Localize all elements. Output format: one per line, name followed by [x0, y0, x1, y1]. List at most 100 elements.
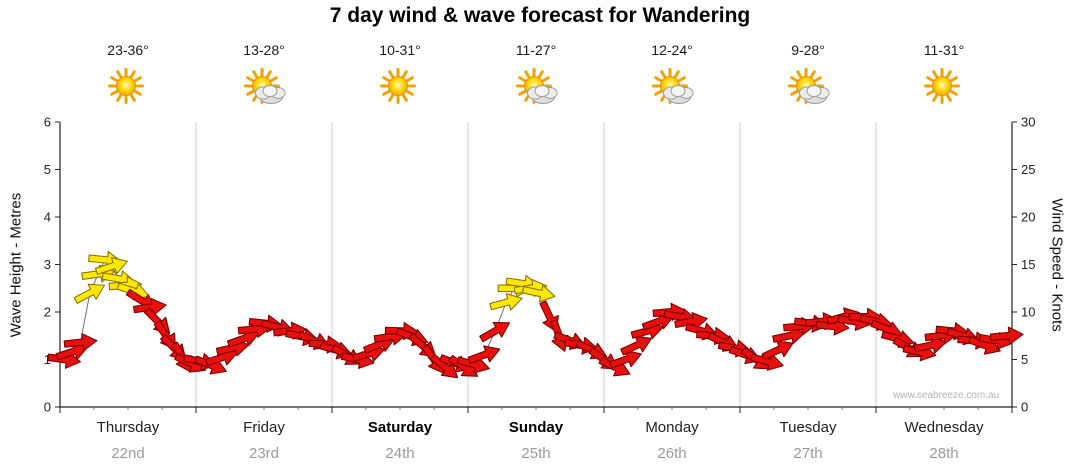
sun-ray [402, 70, 408, 78]
wind-arrow [913, 335, 948, 354]
sun-ray [252, 94, 258, 102]
sun [380, 68, 416, 104]
cloud [255, 85, 286, 104]
sun-ray [110, 90, 118, 96]
day-date-label: 28th [929, 445, 959, 462]
left-tick-label: 3 [44, 257, 51, 272]
sun-ray [110, 76, 118, 82]
day-date-label: 27th [793, 445, 823, 462]
sun-ray [518, 76, 526, 82]
sun-ray [946, 70, 952, 78]
sun-ray [130, 94, 136, 102]
day-name-label: Monday [645, 419, 699, 436]
sun-ray [926, 76, 934, 82]
left-tick-label: 5 [44, 162, 51, 177]
sun-cloud-icon [244, 68, 286, 104]
day-name-label: Wednesday [904, 419, 984, 436]
watermark: www.seabreeze.com.au [893, 390, 1000, 401]
weather-icon-wrap [918, 66, 970, 108]
sun-ray [796, 94, 802, 102]
left-tick-label: 1 [44, 352, 51, 367]
sun-ray [654, 90, 662, 96]
wind-arrow [132, 297, 167, 316]
sun-cloud-icon [788, 68, 830, 104]
sun-ray [134, 76, 142, 82]
sun-ray [382, 90, 390, 96]
left-axis-title: Wave Height - Metres [7, 192, 25, 338]
day-name-label: Tuesday [779, 419, 837, 436]
chart-title: 7 day wind & wave forecast for Wandering [329, 4, 751, 27]
left-tick-label: 4 [44, 210, 51, 225]
sun-ray [542, 76, 550, 82]
sun-ray [674, 70, 680, 78]
cloud [799, 85, 830, 104]
wind-arrow [63, 333, 98, 352]
wind-arrow [620, 335, 653, 356]
weather-icon-wrap [646, 66, 698, 108]
sun-ray [810, 70, 816, 78]
right-tick-label: 30 [1021, 115, 1035, 130]
day-temp-range: 9-28° [791, 42, 825, 58]
cloud [663, 85, 694, 104]
sun-ray [406, 90, 414, 96]
sun-icon [380, 68, 416, 104]
sun-cloud-icon [516, 68, 558, 104]
sun-ray [654, 76, 662, 82]
sun-ray [926, 90, 934, 96]
sun-ray [932, 70, 938, 78]
right-tick-label: 5 [1021, 352, 1028, 367]
day-temp-range: 11-31° [923, 42, 965, 58]
wind-arrow [761, 340, 794, 361]
sun [924, 68, 960, 104]
day-name-label: Thursday [96, 419, 160, 436]
wind-arrow [489, 293, 523, 311]
sun-ray [518, 90, 526, 96]
day-name-label: Sunday [508, 419, 564, 436]
wind-arrow [467, 345, 501, 364]
day-temp-range: 10-31° [379, 42, 421, 58]
weather-icon-wrap [782, 66, 834, 108]
wind-arrow [750, 353, 784, 371]
sun-ray [660, 70, 666, 78]
sun-ray [246, 90, 254, 96]
wind-arrow [772, 326, 806, 345]
sun-ray [134, 90, 142, 96]
sun-ray [388, 70, 394, 78]
right-tick-label: 20 [1021, 210, 1035, 225]
sun [108, 68, 144, 104]
sun-ray [790, 90, 798, 96]
weather-icon-wrap [374, 66, 426, 108]
sun-ray [932, 94, 938, 102]
right-axis-title: Wind Speed - Knots [1048, 198, 1066, 332]
wind-arrow [609, 350, 642, 369]
right-tick-label: 10 [1021, 305, 1035, 320]
wind-arrow [479, 321, 511, 343]
left-tick-label: 6 [44, 115, 51, 130]
right-tick-label: 0 [1021, 400, 1028, 415]
left-tick-label: 0 [44, 400, 51, 415]
weather-icon-wrap [102, 66, 154, 108]
sun-ray [538, 70, 544, 78]
wind-arrow [989, 326, 1024, 345]
day-date-label: 25th [521, 445, 551, 462]
wind-arrow [521, 284, 556, 303]
sun-icon [924, 68, 960, 104]
sun-ray [950, 76, 958, 82]
weather-icon-wrap [238, 66, 290, 108]
day-temp-range: 23-36° [107, 42, 149, 58]
sun-ray [130, 70, 136, 78]
sun-ray [270, 76, 278, 82]
day-temp-range: 11-27° [515, 42, 557, 58]
day-temp-range: 13-28° [243, 42, 285, 58]
sun-ray [252, 70, 258, 78]
sun-ray [246, 76, 254, 82]
day-date-label: 24th [385, 445, 415, 462]
wind-arrow [73, 283, 106, 304]
sun-ray [382, 76, 390, 82]
day-date-label: 23rd [248, 445, 280, 462]
sun-ray [406, 76, 414, 82]
wind-arrow [94, 256, 128, 275]
sun-ray [388, 94, 394, 102]
